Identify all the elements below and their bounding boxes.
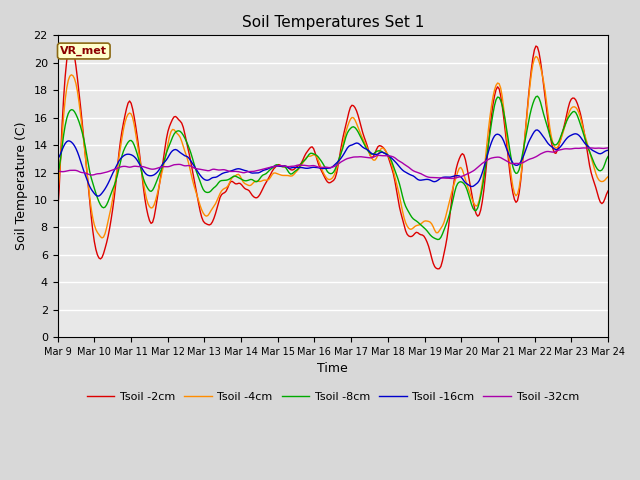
- Tsoil -16cm: [54, 156, 61, 162]
- Tsoil -32cm: [245, 168, 253, 174]
- Tsoil -4cm: [98, 235, 106, 241]
- Tsoil -16cm: [93, 193, 101, 199]
- Tsoil -8cm: [434, 237, 442, 242]
- Tsoil -8cm: [236, 176, 244, 181]
- Tsoil -2cm: [247, 190, 255, 196]
- Tsoil -2cm: [220, 191, 227, 196]
- Tsoil -4cm: [220, 186, 227, 192]
- Tsoil -32cm: [604, 145, 612, 151]
- Tsoil -2cm: [296, 162, 303, 168]
- Tsoil -4cm: [532, 54, 540, 60]
- Tsoil -8cm: [218, 178, 225, 183]
- Tsoil -2cm: [604, 188, 612, 194]
- Y-axis label: Soil Temperature (C): Soil Temperature (C): [15, 122, 28, 251]
- Line: Tsoil -4cm: Tsoil -4cm: [58, 57, 608, 238]
- X-axis label: Time: Time: [317, 362, 348, 375]
- Tsoil -8cm: [534, 93, 541, 99]
- Tsoil -8cm: [121, 145, 129, 151]
- Tsoil -16cm: [123, 152, 131, 157]
- Tsoil -4cm: [247, 182, 255, 188]
- Tsoil -8cm: [577, 121, 584, 127]
- Tsoil -2cm: [67, 43, 75, 48]
- Tsoil -32cm: [218, 167, 225, 173]
- Tsoil -4cm: [577, 115, 584, 120]
- Tsoil -32cm: [236, 169, 244, 175]
- Text: VR_met: VR_met: [60, 46, 108, 56]
- Line: Tsoil -32cm: Tsoil -32cm: [58, 148, 608, 179]
- Tsoil -32cm: [448, 176, 456, 181]
- Tsoil -32cm: [121, 164, 129, 169]
- Tsoil -16cm: [237, 167, 245, 172]
- Tsoil -2cm: [237, 182, 245, 188]
- Tsoil -2cm: [54, 212, 61, 218]
- Tsoil -32cm: [575, 145, 582, 151]
- Legend: Tsoil -2cm, Tsoil -4cm, Tsoil -8cm, Tsoil -16cm, Tsoil -32cm: Tsoil -2cm, Tsoil -4cm, Tsoil -8cm, Tsoi…: [82, 388, 584, 407]
- Tsoil -16cm: [604, 147, 612, 153]
- Tsoil -32cm: [54, 168, 61, 174]
- Tsoil -4cm: [296, 165, 303, 170]
- Tsoil -4cm: [237, 176, 245, 182]
- Line: Tsoil -8cm: Tsoil -8cm: [58, 96, 608, 240]
- Tsoil -2cm: [577, 111, 584, 117]
- Tsoil -2cm: [123, 106, 131, 111]
- Title: Soil Temperatures Set 1: Soil Temperatures Set 1: [241, 15, 424, 30]
- Tsoil -4cm: [54, 191, 61, 197]
- Tsoil -8cm: [604, 154, 612, 159]
- Tsoil -4cm: [604, 174, 612, 180]
- Tsoil -2cm: [434, 266, 442, 272]
- Tsoil -32cm: [294, 162, 302, 168]
- Tsoil -8cm: [245, 177, 253, 183]
- Tsoil -16cm: [220, 170, 227, 176]
- Tsoil -16cm: [534, 127, 541, 133]
- Tsoil -8cm: [294, 166, 302, 171]
- Tsoil -4cm: [123, 114, 131, 120]
- Line: Tsoil -2cm: Tsoil -2cm: [58, 46, 608, 269]
- Tsoil -16cm: [577, 134, 584, 140]
- Tsoil -16cm: [296, 165, 303, 170]
- Tsoil -8cm: [54, 171, 61, 177]
- Tsoil -16cm: [247, 170, 255, 176]
- Line: Tsoil -16cm: Tsoil -16cm: [58, 130, 608, 196]
